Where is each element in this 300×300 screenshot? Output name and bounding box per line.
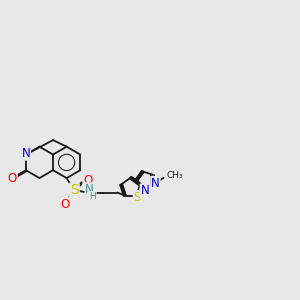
Text: O: O bbox=[61, 198, 70, 211]
Text: N: N bbox=[85, 183, 94, 196]
Text: N: N bbox=[140, 184, 149, 197]
Text: S: S bbox=[70, 184, 79, 197]
Text: S: S bbox=[134, 191, 141, 204]
Text: H: H bbox=[89, 192, 96, 201]
Text: CH₃: CH₃ bbox=[166, 171, 183, 180]
Text: N: N bbox=[22, 147, 30, 160]
Text: O: O bbox=[8, 172, 17, 184]
Text: O: O bbox=[83, 174, 92, 187]
Text: N: N bbox=[151, 177, 160, 190]
